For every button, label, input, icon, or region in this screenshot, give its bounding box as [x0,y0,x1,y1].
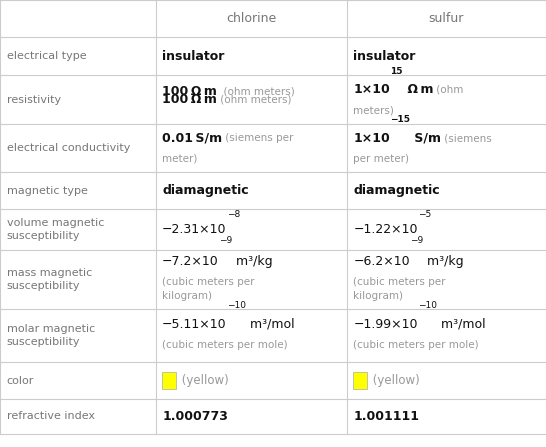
Text: −8: −8 [227,210,240,219]
Text: m³/mol: m³/mol [437,318,485,331]
Text: −9: −9 [219,236,232,245]
Text: refractive index: refractive index [7,411,94,422]
Text: (yellow): (yellow) [369,374,420,387]
Text: −1.99×10: −1.99×10 [353,318,418,331]
Text: volume magnetic
susceptibility: volume magnetic susceptibility [7,218,104,241]
Text: −5: −5 [418,210,431,219]
Text: (siemens: (siemens [441,133,492,143]
Text: magnetic type: magnetic type [7,186,87,196]
Text: kilogram): kilogram) [353,291,403,301]
Text: m³/kg: m³/kg [423,255,464,268]
Text: sulfur: sulfur [429,12,464,25]
Text: molar magnetic
susceptibility: molar magnetic susceptibility [7,324,95,347]
Text: 100 Ω m: 100 Ω m [162,93,217,106]
Text: 1×10: 1×10 [353,132,390,145]
Text: kilogram): kilogram) [162,291,212,301]
Text: diamagnetic: diamagnetic [162,184,249,197]
Text: color: color [7,376,34,386]
Text: S/m: S/m [410,132,441,145]
Text: resistivity: resistivity [7,95,61,105]
Text: insulator: insulator [353,50,416,63]
Text: 1.001111: 1.001111 [353,410,419,423]
Text: 1×10: 1×10 [353,83,390,97]
Text: m³/kg: m³/kg [232,255,273,268]
Text: −2.31×10: −2.31×10 [162,223,227,236]
Text: −10: −10 [227,301,246,310]
Text: (cubic meters per mole): (cubic meters per mole) [162,340,288,350]
Text: −15: −15 [390,115,410,124]
Text: (ohm: (ohm [433,85,464,95]
Text: −7.2×10: −7.2×10 [162,255,219,268]
Text: 15: 15 [390,67,402,76]
Text: electrical type: electrical type [7,51,86,61]
Text: electrical conductivity: electrical conductivity [7,143,130,153]
Text: −9: −9 [410,236,423,245]
Text: per meter): per meter) [353,154,410,164]
Text: 1.000773: 1.000773 [162,410,228,423]
Text: diamagnetic: diamagnetic [353,184,440,197]
Text: insulator: insulator [162,50,224,63]
Text: (ohm meters): (ohm meters) [217,86,295,96]
Text: m³/mol: m³/mol [246,318,294,331]
Text: (cubic meters per: (cubic meters per [353,278,446,287]
Text: Ω m: Ω m [402,83,433,97]
Text: mass magnetic
susceptibility: mass magnetic susceptibility [7,268,92,291]
Text: (cubic meters per mole): (cubic meters per mole) [353,340,479,350]
Text: (yellow): (yellow) [178,374,229,387]
FancyBboxPatch shape [162,372,176,389]
Text: −1.22×10: −1.22×10 [353,223,418,236]
Text: (cubic meters per: (cubic meters per [162,278,254,287]
Text: (siemens per: (siemens per [222,133,294,143]
Text: −6.2×10: −6.2×10 [353,255,410,268]
Text: −5.11×10: −5.11×10 [162,318,227,331]
Text: chlorine: chlorine [226,12,276,25]
Text: meter): meter) [162,154,198,164]
Text: 0.01 S/m: 0.01 S/m [162,132,222,145]
Text: −10: −10 [418,301,437,310]
FancyBboxPatch shape [353,372,367,389]
Text: meters): meters) [353,105,394,115]
Text: (ohm meters): (ohm meters) [217,95,292,105]
Text: 100 Ω m: 100 Ω m [162,85,217,98]
